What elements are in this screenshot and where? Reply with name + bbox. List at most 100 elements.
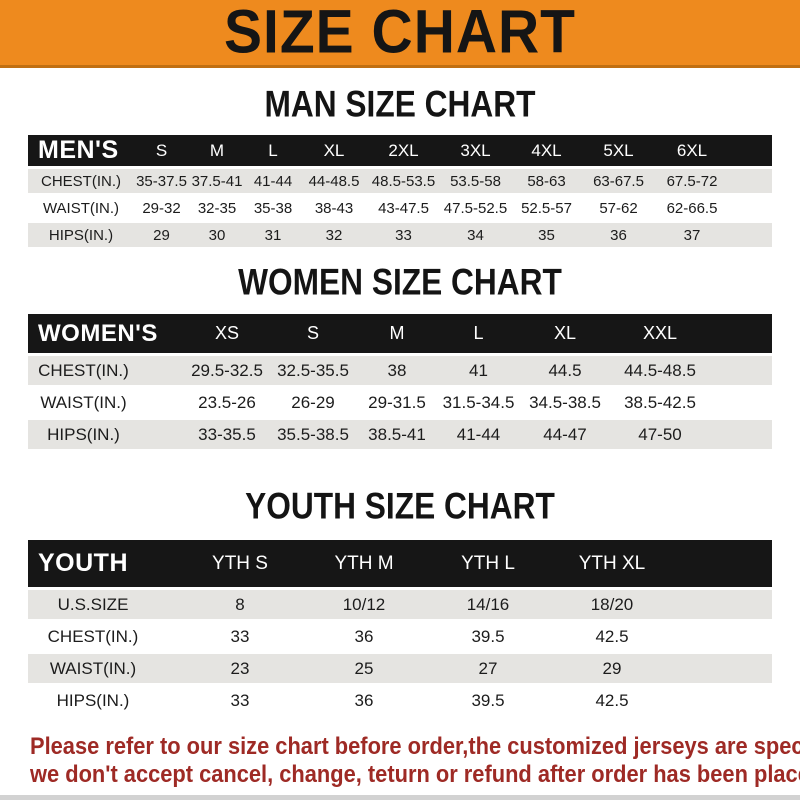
table-header-row: YOUTH YTH S YTH M YTH L YTH XL [28, 540, 772, 587]
disclaimer-line-2: we don't accept cancel, change, teturn o… [30, 760, 800, 788]
size-cell: 44.5 [519, 356, 611, 385]
row-label-cell: HIPS(IN.) [28, 223, 134, 247]
size-cell: 58-63 [511, 169, 582, 193]
size-cell: 36 [582, 223, 655, 247]
size-cell: 42.5 [595, 626, 629, 646]
column-header-cell: XL [519, 314, 611, 353]
disclaimer-note: Please refer to our size chart before or… [30, 732, 800, 788]
column-header-cell: S [134, 135, 189, 166]
women-header-label: WOMEN'S [28, 314, 184, 353]
disclaimer-line-1: Please refer to our size chart before or… [30, 732, 800, 760]
size-cell: 41-44 [438, 420, 519, 449]
size-cell: 26-29 [291, 392, 335, 412]
row-label-cell: CHEST(IN.) [28, 356, 184, 385]
size-cell: 38-43 [314, 199, 354, 217]
size-cell: 44-48.5 [301, 169, 367, 193]
size-cell: 47-50 [611, 420, 709, 449]
table-row: CHEST(IN.) 35-37.5 37.5-41 41-44 44-48.5… [28, 169, 772, 193]
size-cell: 25 [302, 654, 426, 683]
size-cell: 57-62 [599, 199, 638, 217]
size-cell: 42.5 [595, 690, 629, 710]
column-header-cell: 3XL [440, 135, 511, 166]
spacer-cell [674, 590, 772, 619]
size-cell: 29-32 [142, 199, 181, 217]
column-header-cell: XL [301, 135, 367, 166]
row-label-cell: WAIST(IN.) [42, 199, 120, 217]
size-cell: 53.5-58 [440, 169, 511, 193]
spacer-cell [674, 540, 772, 587]
column-header-cell: L [245, 135, 301, 166]
size-cell: 35 [511, 223, 582, 247]
size-cell: 35-37.5 [134, 169, 189, 193]
youth-size-table: YOUTH YTH S YTH M YTH L YTH XL U.S.SIZE … [28, 537, 772, 718]
size-cell: 44-47 [519, 420, 611, 449]
table-row: WAIST(IN.) 29-32 32-35 35-38 38-43 43-47… [28, 196, 772, 220]
size-cell: 67.5-72 [655, 169, 729, 193]
banner-title: SIZE CHART [224, 0, 576, 67]
size-cell: 41 [438, 356, 519, 385]
table-row: CHEST(IN.) 33 36 39.5 42.5 [28, 622, 772, 651]
size-cell: 34 [440, 223, 511, 247]
size-cell: 29 [550, 654, 674, 683]
size-cell: 38 [356, 356, 438, 385]
spacer-cell [729, 135, 772, 166]
column-header-cell: XS [184, 314, 270, 353]
size-cell: 31 [245, 223, 301, 247]
spacer-cell [709, 388, 772, 417]
column-header-cell: M [356, 314, 438, 353]
women-size-table: WOMEN'S XS S M L XL XXL CHEST(IN.) 29.5-… [28, 311, 772, 452]
spacer-cell [729, 223, 772, 247]
table-row: U.S.SIZE 8 10/12 14/16 18/20 [28, 590, 772, 619]
size-cell: 31.5-34.5 [442, 392, 515, 412]
row-label-cell: WAIST(IN.) [40, 392, 127, 412]
size-cell: 23.5-26 [198, 392, 256, 412]
size-cell: 8 [178, 590, 302, 619]
column-header-cell: YTH S [178, 540, 302, 587]
size-cell: 32-35 [197, 199, 237, 217]
column-header-cell: 5XL [582, 135, 655, 166]
spacer-cell [674, 686, 772, 715]
size-cell: 38.5-41 [356, 420, 438, 449]
table-row: HIPS(IN.) 29 30 31 32 33 34 35 36 37 [28, 223, 772, 247]
row-label-cell: U.S.SIZE [28, 590, 178, 619]
size-cell: 39.5 [471, 690, 505, 710]
size-cell: 36 [354, 626, 374, 646]
table-row: WAIST(IN.) 23.5-26 26-29 29-31.5 31.5-34… [28, 388, 772, 417]
size-cell: 33 [230, 690, 250, 710]
size-cell: 14/16 [426, 590, 550, 619]
size-cell: 32.5-35.5 [270, 356, 356, 385]
spacer-cell [709, 356, 772, 385]
table-row: WAIST(IN.) 23 25 27 29 [28, 654, 772, 683]
spacer-cell [729, 196, 772, 220]
table-row: HIPS(IN.) 33-35.5 35.5-38.5 38.5-41 41-4… [28, 420, 772, 449]
row-label-cell: HIPS(IN.) [56, 690, 130, 710]
men-header-label: MEN'S [28, 135, 134, 166]
size-cell: 39.5 [471, 626, 505, 646]
size-cell: 38.5-42.5 [624, 392, 696, 412]
size-cell: 29.5-32.5 [184, 356, 270, 385]
row-label-cell: CHEST(IN.) [47, 626, 139, 646]
column-header-cell: 2XL [367, 135, 440, 166]
size-cell: 37.5-41 [189, 169, 245, 193]
size-cell: 41-44 [245, 169, 301, 193]
size-cell: 52.5-57 [521, 199, 572, 217]
size-cell: 23 [178, 654, 302, 683]
size-cell: 37 [655, 223, 729, 247]
size-cell: 32 [301, 223, 367, 247]
row-label-cell: WAIST(IN.) [28, 654, 178, 683]
spacer-cell [729, 169, 772, 193]
size-cell: 34.5-38.5 [529, 392, 601, 412]
column-header-cell: S [270, 314, 356, 353]
row-label-cell: HIPS(IN.) [28, 420, 184, 449]
size-cell: 47.5-52.5 [443, 199, 508, 217]
size-cell: 27 [426, 654, 550, 683]
man-section-title: MAN SIZE CHART [264, 82, 536, 125]
youth-section-title: YOUTH SIZE CHART [245, 484, 555, 527]
size-cell: 35-38 [253, 199, 293, 217]
spacer-cell [674, 654, 772, 683]
size-cell: 29-31.5 [368, 392, 426, 412]
table-row: HIPS(IN.) 33 36 39.5 42.5 [28, 686, 772, 715]
size-cell: 48.5-53.5 [367, 169, 440, 193]
size-cell: 43-47.5 [378, 199, 429, 217]
size-cell: 44.5-48.5 [611, 356, 709, 385]
